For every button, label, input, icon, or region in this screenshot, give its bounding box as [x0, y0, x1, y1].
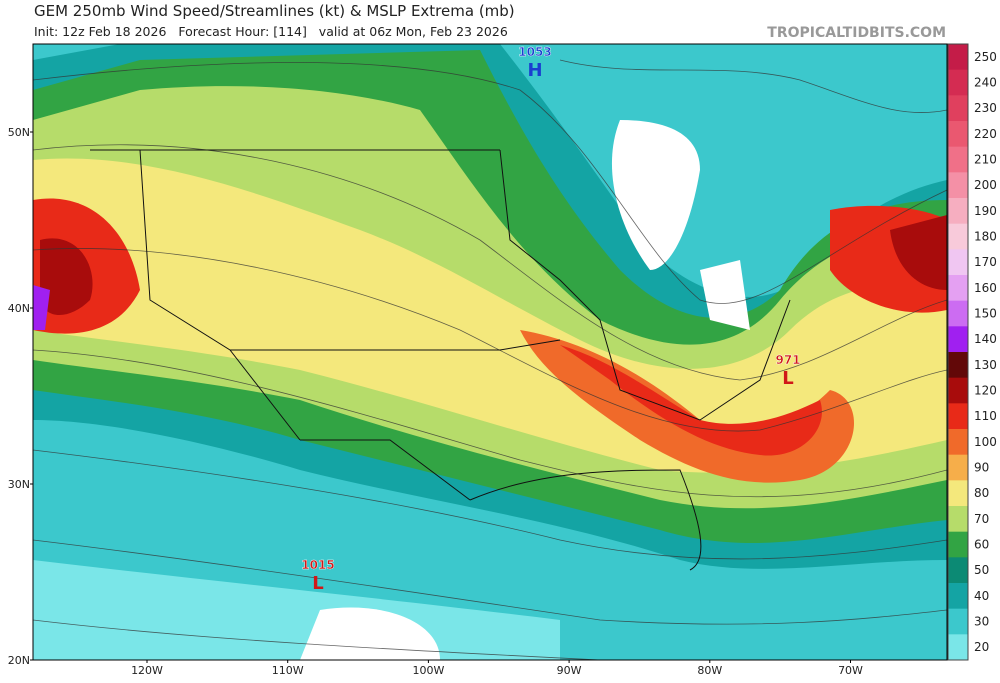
colorbar-swatch [948, 275, 968, 302]
title: GEM 250mb Wind Speed/Streamlines (kt) & … [34, 2, 515, 20]
site-name: TROPICALTIDBITS.COM [767, 25, 946, 41]
colorbar: 250 240 230 220 210 200 190 180 170 160 150 140 130 1… [947, 43, 997, 661]
colorbar-label: 130 [974, 358, 997, 372]
colorbar-label: 90 [974, 461, 989, 475]
colorbar-label: 80 [974, 486, 989, 500]
colorbar-label: 230 [974, 101, 997, 115]
colorbar-swatch [948, 69, 968, 96]
colorbar-label: 160 [974, 281, 997, 295]
colorbar-swatch [948, 557, 968, 584]
colorbar-swatch [948, 608, 968, 635]
colorbar-label: 100 [974, 435, 997, 449]
longitude-label: 110W [272, 664, 304, 677]
colorbar-swatch [948, 44, 968, 71]
colorbar-label: 190 [974, 204, 997, 218]
colorbar-label: 200 [974, 178, 997, 192]
colorbar-label: 30 [974, 615, 989, 629]
latitude-label: 40N [8, 302, 30, 315]
colorbar-label: 180 [974, 230, 997, 244]
longitude-label: 80W [697, 664, 722, 677]
colorbar-label: 140 [974, 332, 997, 346]
pressure-value: 971 [775, 353, 800, 367]
colorbar-label: 60 [974, 538, 989, 552]
longitude-label: 120W [131, 664, 163, 677]
pressure-symbol: L [312, 573, 323, 594]
colorbar-swatch [948, 198, 968, 225]
colorbar-label: 210 [974, 153, 997, 167]
colorbar-swatch [948, 429, 968, 456]
colorbar-swatch [948, 95, 968, 122]
pressure-value: 1015 [301, 558, 334, 572]
colorbar-frame [947, 43, 969, 661]
colorbar-label: 250 [974, 50, 997, 64]
longitude-label: 90W [557, 664, 582, 677]
colorbar-label: 40 [974, 589, 989, 603]
colorbar-label: 20 [974, 640, 989, 654]
colorbar-swatch [948, 352, 968, 379]
longitude-label: 70W [838, 664, 863, 677]
colorbar-label: 70 [974, 512, 989, 526]
colorbar-swatch [948, 403, 968, 430]
colorbar-swatch [948, 377, 968, 404]
colorbar-label: 170 [974, 255, 997, 269]
colorbar-swatch [948, 172, 968, 199]
colorbar-label: 110 [974, 409, 997, 423]
colorbar-swatch [948, 146, 968, 173]
colorbar-label: 120 [974, 384, 997, 398]
colorbar-swatch [948, 583, 968, 610]
pressure-value: 1053 [518, 45, 551, 59]
colorbar-swatch [948, 300, 968, 327]
pressure-symbol: H [527, 60, 542, 81]
map-frame [32, 43, 948, 661]
colorbar-label: 50 [974, 563, 989, 577]
colorbar-swatch [948, 531, 968, 558]
colorbar-swatch [948, 480, 968, 507]
colorbar-swatch [948, 634, 968, 661]
map [33, 44, 947, 660]
latitude-label: 30N [8, 478, 30, 491]
subtitle: Init: 12z Feb 18 2026 Forecast Hour: [11… [34, 24, 508, 39]
axis-labels: 50N 40N 30N 20N 120W 110W 100W 90W 80W 70W [8, 126, 863, 677]
pressure-symbol: L [782, 368, 793, 389]
colorbar-swatch [948, 506, 968, 533]
colorbar-label: 240 [974, 76, 997, 90]
colorbar-swatch [948, 249, 968, 276]
colorbar-label: 150 [974, 307, 997, 321]
longitude-label: 100W [412, 664, 444, 677]
colorbar-label: 220 [974, 127, 997, 141]
colorbar-swatch [948, 121, 968, 148]
latitude-label: 20N [8, 654, 30, 667]
colorbar-swatch [948, 454, 968, 481]
colorbar-swatch [948, 326, 968, 353]
latitude-label: 50N [8, 126, 30, 139]
colorbar-swatch [948, 223, 968, 250]
